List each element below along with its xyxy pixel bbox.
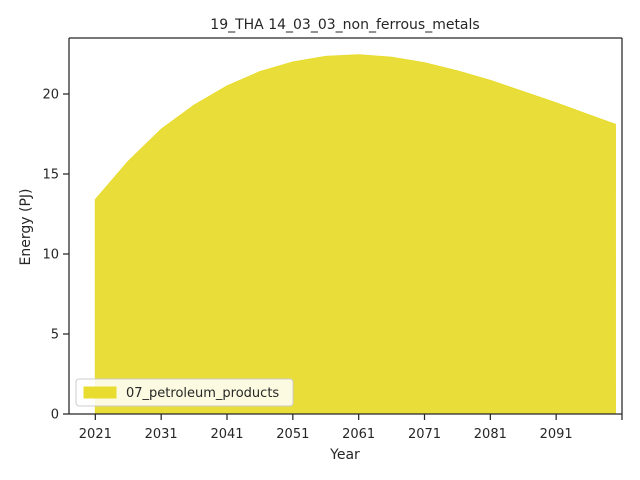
y-axis: 0 5 10 15 20: [42, 88, 69, 423]
x-tick-label: 2041: [210, 427, 243, 442]
y-tick-label: 0: [51, 408, 59, 423]
chart-title: 19_THA 14_03_03_non_ferrous_metals: [210, 17, 479, 33]
x-tick-label: 2031: [145, 427, 178, 442]
plot-area: [68, 37, 623, 415]
x-axis: 2021 2031 2041 2051 2061 2071 2081 2091: [79, 414, 623, 442]
y-tick-label: 5: [51, 328, 59, 343]
y-tick-label: 15: [42, 168, 59, 183]
x-tick-label: 2081: [474, 427, 507, 442]
x-tick-label: 2071: [408, 427, 441, 442]
x-tick-label: 2061: [342, 427, 375, 442]
x-tick-label: 2051: [276, 427, 309, 442]
legend-swatch: [83, 386, 117, 399]
legend-label: 07_petroleum_products: [126, 386, 279, 401]
area-series-0: [94, 54, 616, 415]
legend: 07_petroleum_products: [75, 378, 294, 407]
y-tick-label: 20: [42, 88, 59, 103]
x-axis-label: Year: [329, 447, 360, 463]
y-axis-label: Energy (PJ): [18, 189, 34, 266]
legend-box: [75, 378, 294, 407]
y-tick-label: 10: [42, 248, 59, 263]
x-tick-label: 2091: [540, 427, 573, 442]
x-tick-label: 2021: [79, 427, 112, 442]
